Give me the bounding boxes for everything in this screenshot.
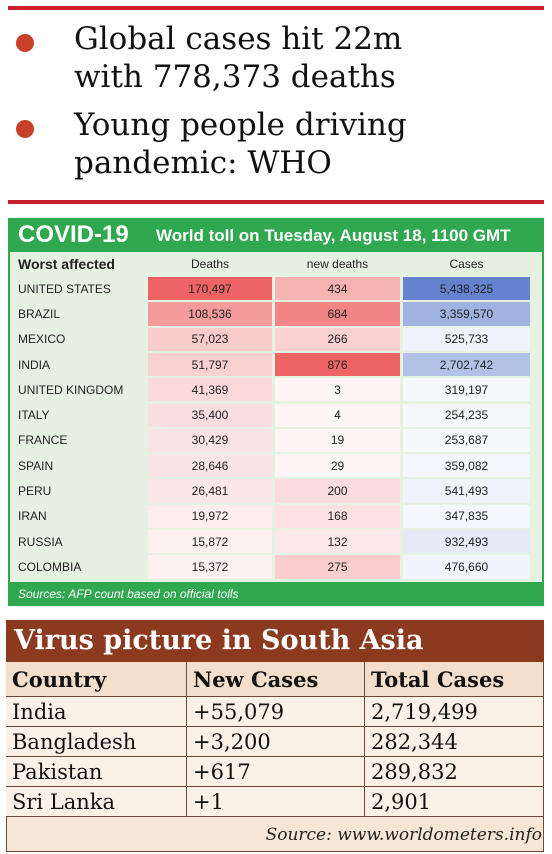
sa-column-header: Total Cases xyxy=(365,662,544,697)
sa-cell: Sri Lanka xyxy=(6,787,187,817)
country-cell: INDIA xyxy=(18,357,51,372)
column-header: Cases xyxy=(449,257,484,271)
sa-cell: +1 xyxy=(187,787,365,817)
heat-cell: 2,702,742 xyxy=(403,352,530,377)
bullet-dot xyxy=(16,120,34,138)
heat-cell: 19 xyxy=(275,428,400,453)
heat-cell: 434 xyxy=(275,277,400,301)
country-cell: FRANCE xyxy=(18,433,68,448)
country-cell: COLOMBIA xyxy=(18,559,82,574)
country-cell: IRAN xyxy=(18,509,47,524)
sa-cell: 289,832 xyxy=(365,757,544,787)
sa-cell: India xyxy=(6,697,187,727)
heat-cell: 170,497 xyxy=(148,277,272,301)
heat-cell: 541,493 xyxy=(403,479,530,503)
heat-cell: 132 xyxy=(275,530,400,554)
heat-cell: 3,359,570 xyxy=(403,302,530,326)
covid-header xyxy=(8,218,544,252)
heat-cell: 26,481 xyxy=(148,479,272,503)
column-header: Deaths xyxy=(190,257,230,271)
sa-cell: +55,079 xyxy=(187,697,365,727)
heat-cell: 168 xyxy=(275,504,400,528)
heat-cell: 41,369 xyxy=(148,378,272,402)
sa-column-header: Country xyxy=(6,662,187,697)
heat-cell: 347,835 xyxy=(403,504,530,528)
column-header: new deaths xyxy=(306,257,369,271)
bullet-text: pandemic: WHO xyxy=(74,145,332,181)
heat-cell: 684 xyxy=(275,302,400,326)
sa-source: Source: www.worldometers.info xyxy=(265,825,542,845)
divider xyxy=(8,6,544,10)
covid-title: COVID-19 xyxy=(18,221,129,248)
sa-column-header: New Cases xyxy=(187,662,365,697)
heat-cell: 525,733 xyxy=(403,327,530,351)
bullet-dot xyxy=(16,34,34,52)
covid-source: Sources: AFP count based on official tol… xyxy=(18,587,239,601)
heat-cell: 19,972 xyxy=(148,504,272,528)
heat-cell: 359,082 xyxy=(403,454,530,478)
heat-cell: 476,660 xyxy=(403,555,530,579)
sa-cell: Pakistan xyxy=(6,757,187,787)
heat-cell: 932,493 xyxy=(403,530,530,554)
country-cell: PERU xyxy=(18,484,52,499)
heat-cell: 30,429 xyxy=(148,428,272,453)
heat-cell: 57,023 xyxy=(148,327,272,351)
country-cell: ITALY xyxy=(18,408,50,423)
heat-cell: 28,646 xyxy=(148,454,272,478)
sa-cell: 282,344 xyxy=(365,727,544,757)
heat-cell: 275 xyxy=(275,555,400,579)
heat-cell: 876 xyxy=(275,352,400,377)
covid-subtitle: World toll on Tuesday, August 18, 1100 G… xyxy=(156,226,511,245)
heat-cell: 15,872 xyxy=(148,530,272,554)
bullet-text: Young people driving xyxy=(74,107,407,143)
covid-footer xyxy=(8,582,544,606)
country-cell: MEXICO xyxy=(18,332,66,347)
heat-cell: 3 xyxy=(275,378,400,402)
country-cell: UNITED STATES xyxy=(18,281,111,296)
heat-cell: 51,797 xyxy=(148,352,272,377)
heat-cell: 253,687 xyxy=(403,428,530,453)
divider xyxy=(8,200,544,204)
country-cell: BRAZIL xyxy=(18,306,61,321)
heat-cell: 319,197 xyxy=(403,378,530,402)
heat-cell: 108,536 xyxy=(148,302,272,326)
sa-cell: +617 xyxy=(187,757,365,787)
heat-cell: 5,438,325 xyxy=(403,277,530,301)
bullet-text: Global cases hit 22m xyxy=(74,21,403,57)
column-header: Worst affected xyxy=(18,256,115,272)
sa-cell: Bangladesh xyxy=(6,727,187,757)
heat-cell: 15,372 xyxy=(148,555,272,579)
country-cell: UNITED KINGDOM xyxy=(18,382,124,397)
sa-cell: 2,719,499 xyxy=(365,697,544,727)
heat-cell: 254,235 xyxy=(403,403,530,427)
heat-cell: 266 xyxy=(275,327,400,351)
bullet-text: with 778,373 deaths xyxy=(74,59,396,95)
heat-cell: 35,400 xyxy=(148,403,272,427)
country-cell: SPAIN xyxy=(18,458,54,473)
sa-header xyxy=(6,620,544,662)
heat-cell: 4 xyxy=(275,403,400,427)
sa-cell: 2,901 xyxy=(365,787,544,817)
sa-cell: +3,200 xyxy=(187,727,365,757)
heat-cell: 200 xyxy=(275,479,400,503)
sa-title: Virus picture in South Asia xyxy=(14,625,424,656)
heat-cell: 29 xyxy=(275,454,400,478)
country-cell: RUSSIA xyxy=(18,534,63,549)
